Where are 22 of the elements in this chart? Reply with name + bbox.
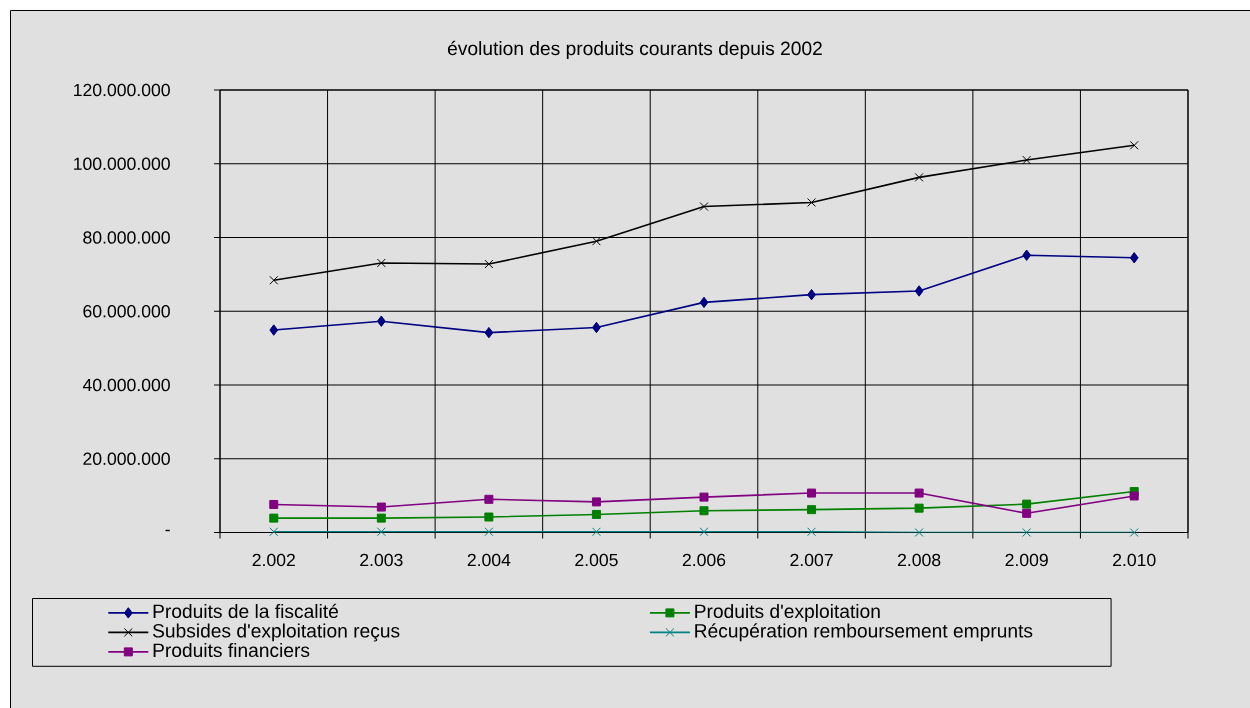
x-tick-label: 2.003	[360, 553, 403, 567]
chart-title: évolution des produits courants depuis 2002	[447, 40, 822, 59]
legend-label: Subsides d'exploitation reçus	[152, 623, 400, 642]
x-tick-label: 2.006	[682, 553, 726, 567]
y-tick-label: 20.000.000	[83, 452, 170, 465]
y-tick-label: 100.000.000	[74, 157, 170, 170]
y-tick-label: 60.000.000	[83, 305, 170, 318]
x-tick-label: 2.008	[897, 553, 941, 567]
x-tick-label: 2.010	[1113, 553, 1156, 567]
legend-label: Récupération remboursement emprunts	[695, 623, 1033, 642]
y-tick-label: 40.000.000	[82, 378, 170, 392]
x-tick-label: 2.005	[575, 553, 618, 567]
y-tick-label: 120.000.000	[74, 83, 170, 97]
legend-label: Produits financiers	[153, 643, 310, 658]
x-tick-label: 2.007	[790, 553, 833, 567]
x-tick-label: 2.009	[1005, 553, 1048, 567]
legend-label: Produits de la fiscalité	[153, 603, 338, 619]
legend-label: Produits d'exploitation	[695, 604, 880, 622]
y-tick-label: -	[165, 529, 170, 532]
x-tick-label: 2.002	[252, 553, 295, 567]
y-tick-label: 80.000.000	[83, 231, 170, 244]
x-tick-label: 2.004	[467, 553, 511, 567]
